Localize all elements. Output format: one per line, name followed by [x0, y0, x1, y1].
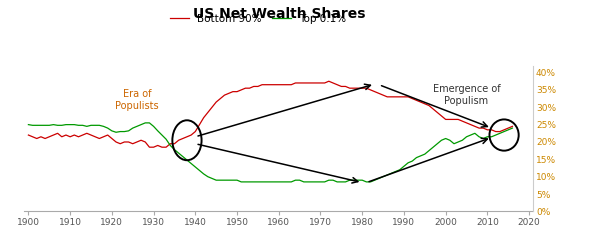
Legend: Bottom 90%, Top 0.1%: Bottom 90%, Top 0.1% — [166, 9, 351, 28]
Top 0.1% — [484, 135, 491, 138]
Top 0.1% — [138, 123, 145, 126]
Top 0.1% — [25, 123, 32, 126]
Bottom 90% — [25, 134, 32, 137]
Bottom 90% — [325, 80, 333, 83]
Bottom 90% — [125, 140, 132, 143]
Line: Bottom 90%: Bottom 90% — [28, 81, 513, 147]
Top 0.1% — [158, 134, 165, 137]
Text: US Net Wealth Shares: US Net Wealth Shares — [193, 7, 365, 21]
Text: Emergence of
Populism: Emergence of Populism — [433, 84, 501, 105]
Bottom 90% — [484, 128, 491, 131]
Top 0.1% — [116, 130, 124, 133]
Bottom 90% — [509, 125, 516, 128]
Top 0.1% — [250, 181, 258, 183]
Line: Top 0.1%: Top 0.1% — [28, 123, 513, 182]
Top 0.1% — [142, 122, 149, 124]
Top 0.1% — [125, 130, 132, 132]
Bottom 90% — [158, 146, 165, 149]
Bottom 90% — [146, 146, 153, 149]
Bottom 90% — [246, 87, 253, 90]
Text: Era of
Populists: Era of Populists — [115, 89, 159, 111]
Bottom 90% — [138, 139, 145, 142]
Bottom 90% — [116, 142, 124, 145]
Top 0.1% — [238, 181, 245, 183]
Top 0.1% — [509, 127, 516, 130]
